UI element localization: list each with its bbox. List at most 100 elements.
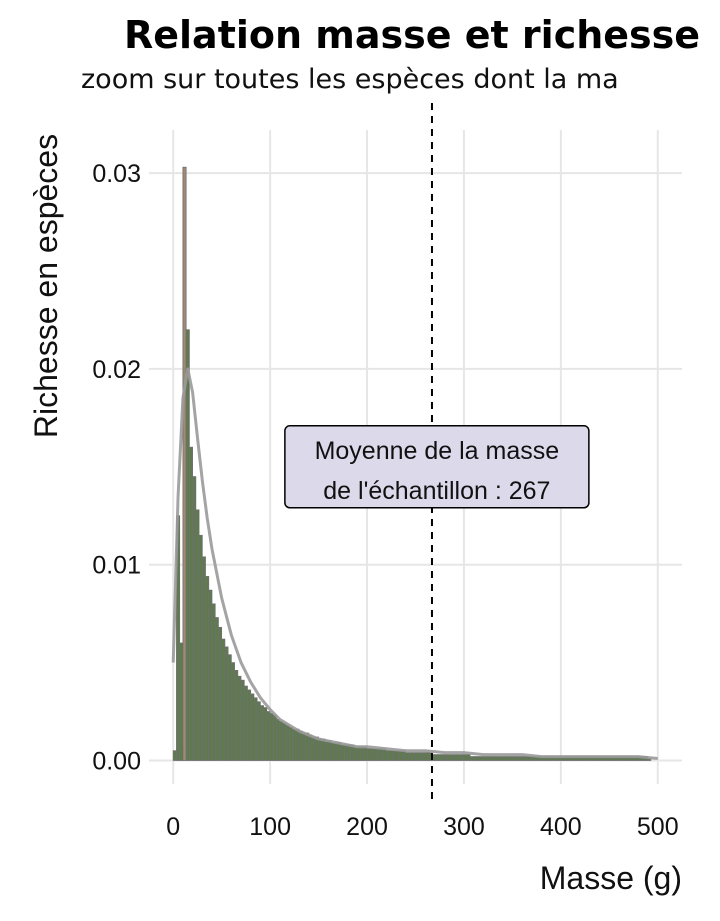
histogram-bar [527, 756, 532, 761]
histogram-bar [282, 722, 287, 761]
histogram-bar [218, 626, 223, 761]
histogram-bar [450, 754, 455, 761]
histogram-bar [337, 742, 342, 761]
histogram-bar [266, 711, 271, 761]
histogram-bar [460, 754, 465, 761]
histogram-bar [372, 748, 377, 761]
histogram-bar [443, 754, 448, 761]
histogram-bar [518, 756, 523, 761]
histogram-bar [498, 756, 503, 761]
histogram-bar [356, 746, 361, 761]
histogram-bar [208, 589, 213, 761]
histogram-bar [456, 754, 461, 761]
histogram-bar [434, 754, 439, 761]
histogram-bar [395, 750, 400, 761]
histogram-bar [276, 718, 281, 761]
histogram-bar [379, 748, 384, 761]
histogram-bar [447, 754, 452, 761]
histogram-bar [240, 679, 245, 761]
histogram-bar [421, 752, 426, 761]
chart-title: Relation masse et richesse [124, 13, 700, 57]
histogram-bar [295, 728, 300, 761]
histogram-bar [359, 746, 365, 761]
histogram-bar [385, 750, 390, 761]
histogram-bar [256, 701, 261, 761]
histogram-bar [237, 675, 242, 761]
histogram-bar [247, 689, 252, 761]
histogram-bar [453, 754, 458, 761]
histogram-bar [524, 756, 529, 761]
histogram-bar [437, 754, 442, 761]
histogram-bar [205, 576, 210, 761]
chart-subtitle: zoom sur toutes les espèces dont la ma [81, 64, 619, 95]
histogram-bar [311, 736, 316, 761]
histogram-bar [463, 754, 468, 761]
histogram-bar [243, 685, 248, 761]
histogram-bar [234, 670, 239, 761]
histogram-bar [301, 732, 306, 761]
histogram-bar [427, 752, 432, 761]
histogram-bar [259, 705, 264, 761]
histogram-bar [440, 754, 445, 761]
annotation-text: de l'échantillon : 267 [323, 477, 550, 505]
histogram-bars [172, 166, 652, 761]
histogram-bar [321, 738, 326, 761]
histogram-bar [195, 509, 200, 761]
histogram-bar [298, 730, 303, 761]
histogram-bar [495, 756, 500, 761]
histogram-bar [185, 329, 190, 761]
x-axis-title: Masse (g) [540, 860, 682, 896]
histogram-bar [389, 750, 394, 761]
histogram-bar [369, 748, 374, 761]
histogram-bar [214, 617, 219, 761]
histogram-bar [330, 742, 335, 761]
histogram-bar [418, 752, 423, 761]
histogram-bar [485, 756, 490, 761]
y-axis-title: Richesse en espèces [28, 134, 64, 438]
histogram-bar [414, 752, 419, 761]
histogram-bar [179, 642, 184, 761]
y-tick-label: 0.00 [92, 748, 141, 776]
histogram-bar [172, 750, 177, 761]
annotation-layer: Moyenne de la masse de l'échantillon : 26… [284, 425, 590, 509]
histogram-bar [292, 728, 297, 761]
histogram-bar [192, 476, 197, 761]
histogram-bar [482, 756, 487, 761]
histogram-bar [363, 746, 368, 761]
histogram-bar [508, 756, 513, 761]
histogram-bar [314, 736, 319, 761]
histogram-bar [221, 638, 226, 761]
histogram-bar [479, 756, 484, 761]
density-curve [171, 367, 658, 761]
histogram-bar [466, 754, 471, 761]
x-tick-label: 200 [346, 813, 388, 841]
histogram-bar [408, 752, 413, 761]
histogram-bar [182, 166, 187, 761]
histogram-bar [211, 603, 216, 761]
histogram-bar [269, 713, 274, 761]
histogram-bar [376, 748, 381, 761]
histogram-bar [505, 756, 510, 761]
histogram-bar [366, 748, 371, 761]
x-tick-label: 500 [637, 813, 679, 841]
histogram-bar [263, 707, 268, 761]
histogram-bar [411, 752, 416, 761]
y-tick-label: 0.02 [92, 356, 141, 384]
histogram-bar [198, 534, 203, 761]
histogram-bar [285, 724, 290, 761]
y-tick-label: 0.03 [92, 160, 141, 188]
histogram-bar [398, 750, 403, 761]
histogram-bar [521, 756, 526, 761]
histogram-bar [308, 734, 313, 761]
histogram-bar [224, 646, 229, 761]
histogram-bar [492, 756, 497, 761]
x-tick-label: 400 [540, 813, 582, 841]
histogram-bar [305, 732, 310, 761]
density-layer [171, 367, 658, 761]
histogram-bar [382, 748, 387, 761]
histogram-bar [401, 750, 406, 761]
histogram-bar [227, 654, 232, 761]
histogram-bar [392, 750, 397, 761]
annotation-box [284, 425, 590, 509]
